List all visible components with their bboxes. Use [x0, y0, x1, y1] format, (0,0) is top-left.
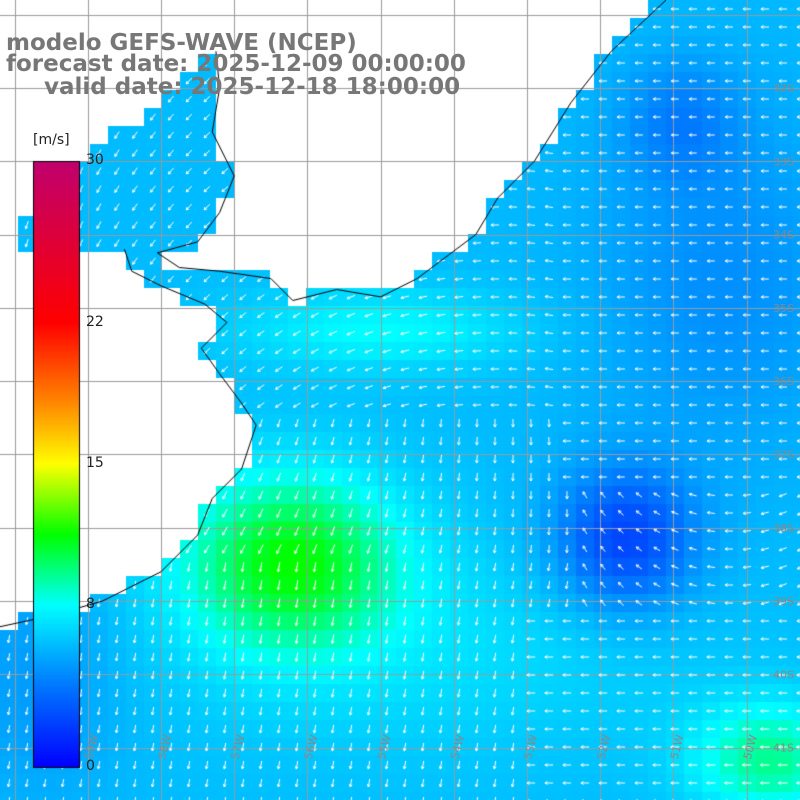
lon-label: 59W [82, 733, 101, 761]
lon-label: 52W [595, 733, 614, 761]
valid-date: valid date: 2025-12-18 18:00:00 [44, 74, 461, 100]
lon-label: 53W [521, 733, 540, 761]
lat-label: 38S [773, 522, 794, 535]
lon-label: 57W [229, 733, 248, 761]
lon-label: 55W [375, 733, 394, 761]
colorbar-tick-8: 8 [86, 596, 95, 613]
lon-label: 50W [741, 733, 760, 761]
lat-label: 39S [773, 595, 794, 608]
forecast-date: forecast date: 2025-12-09 00:00:00 [6, 51, 466, 77]
model-title: modelo GEFS-WAVE (NCEP) [6, 30, 357, 56]
lat-label: 37S [773, 448, 794, 461]
colorbar-tick-15: 15 [86, 455, 104, 471]
lon-label: 51W [668, 733, 687, 761]
lat-label: 36S [773, 375, 794, 388]
lon-label: 54W [448, 733, 467, 761]
colorbar-tick-30: 30 [86, 152, 104, 168]
lat-label: 41S [773, 742, 794, 755]
colorbar-unit: [m/s] [33, 132, 70, 148]
colorbar-tick-22: 22 [86, 313, 104, 330]
lat-label: 34S [773, 229, 794, 242]
lon-label: 56W [302, 733, 321, 761]
lat-label: 32S [773, 82, 794, 95]
colorbar-tick-0: 0 [86, 758, 95, 774]
lon-label: 58W [155, 733, 174, 761]
lat-label: 33S [773, 155, 794, 168]
lat-label: 35S [773, 302, 794, 315]
lat-label: 40S [773, 668, 794, 681]
